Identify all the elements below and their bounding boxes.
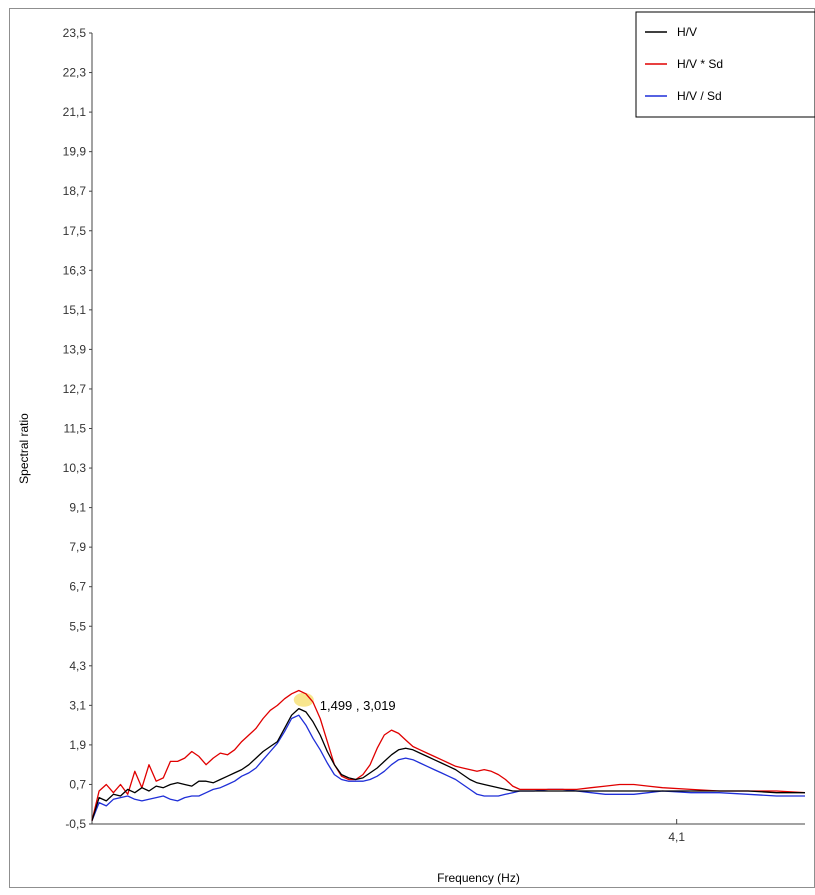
y-tick-label: -0,5 bbox=[65, 817, 86, 831]
y-tick-label: 17,5 bbox=[63, 224, 87, 238]
y-tick-label: 7,9 bbox=[69, 540, 86, 554]
x-tick-label: 4,1 bbox=[668, 830, 685, 844]
y-tick-label: 12,7 bbox=[63, 382, 87, 396]
legend-label: H/V bbox=[677, 25, 697, 39]
x-axis: 4,1 bbox=[92, 819, 805, 844]
series-line-1 bbox=[91, 689, 806, 821]
legend-label: H/V * Sd bbox=[677, 57, 723, 71]
y-tick-label: 22,3 bbox=[63, 66, 87, 80]
y-tick-label: 6,7 bbox=[69, 580, 86, 594]
y-tick-label: 15,1 bbox=[63, 303, 87, 317]
y-tick-label: 11,5 bbox=[64, 422, 87, 436]
y-tick-label: 0,7 bbox=[69, 777, 86, 791]
series-line-0 bbox=[91, 707, 805, 821]
y-tick-label: 9,1 bbox=[69, 501, 86, 515]
y-tick-label: 19,9 bbox=[63, 145, 87, 159]
y-tick-label: 10,3 bbox=[63, 461, 87, 475]
y-tick-label: 16,3 bbox=[63, 263, 87, 277]
peak-marker: 1,499 , 3,019 bbox=[320, 698, 396, 713]
legend: H/V H/V * Sd H/V / Sd bbox=[635, 11, 815, 118]
spectral-ratio-chart: 23,5 22,3 21,1 19,9 18,7 17,5 16,3 15,1 13,9 12,7… bbox=[17, 11, 815, 885]
y-axis: 23,5 22,3 21,1 19,9 18,7 17,5 16,3 15,1 13,9 12,7… bbox=[63, 26, 93, 831]
peak-label: 1,499 , 3,019 bbox=[320, 698, 396, 713]
y-tick-label: 18,7 bbox=[63, 184, 87, 198]
x-axis-title: Frequency (Hz) bbox=[437, 871, 520, 885]
series-group bbox=[91, 689, 806, 821]
y-tick-label: 23,5 bbox=[63, 26, 87, 40]
y-tick-label: 1,9 bbox=[69, 738, 86, 752]
y-tick-label: 21,1 bbox=[63, 105, 87, 119]
y-axis-title: Spectral ratio bbox=[17, 413, 31, 484]
chart-frame: 23,5 22,3 21,1 19,9 18,7 17,5 16,3 15,1 13,9 12,7… bbox=[9, 8, 815, 888]
y-tick-label: 3,1 bbox=[69, 698, 86, 712]
y-tick-label: 13,9 bbox=[63, 342, 87, 356]
legend-label: H/V / Sd bbox=[677, 89, 722, 103]
series-line-2 bbox=[91, 714, 805, 821]
y-tick-label: 5,5 bbox=[69, 619, 86, 633]
y-tick-label: 4,3 bbox=[69, 659, 86, 673]
